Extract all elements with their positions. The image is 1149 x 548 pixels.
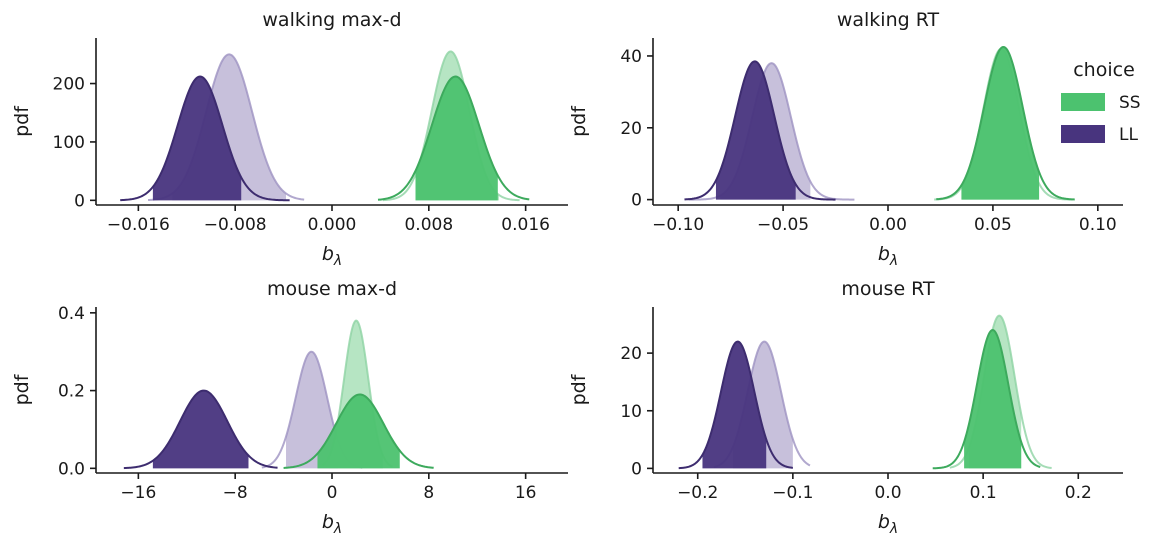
density-ll-1-line [684,60,836,201]
x-tick-label: 0.0 [874,483,901,503]
density-ll-0-line [120,75,290,202]
x-tick-label: 8 [423,483,434,503]
x-tick-label: −0.05 [757,215,809,235]
x-tick-label: −0.008 [204,215,267,235]
x-tick-label: 0.10 [1079,215,1117,235]
y-axis-label: pdf [11,373,33,405]
x-tick-label: 16 [515,483,537,503]
x-tick-label: 0.000 [308,215,357,235]
density-ll-1-fill [715,61,796,200]
y-tick-label: 0.4 [58,304,85,324]
density-ss-3-fill [964,330,1022,469]
legend-title: choice [1073,59,1135,81]
density-ss-2-line [283,393,434,469]
x-tick-label: 0.008 [404,215,453,235]
legend-label-ll: LL [1119,125,1138,145]
x-tick-label: 0.016 [501,215,550,235]
panel-3: −0.2 −0.1 0.0 0.1 0.2 0 10 20 mouse RT bλ pdf [568,278,1123,537]
density-ss-1-line [936,45,1075,201]
y-tick-label: 0.2 [58,382,85,402]
y-tick-label: 0.0 [58,459,85,479]
y-tick-label: 40 [620,47,642,67]
y-axis-label: pdf [11,105,33,137]
panels: −0.016 −0.008 0.000 0.008 0.0160100200walkin… [11,9,1123,537]
density-ss-1-fill [961,46,1040,200]
y-tick-label: 10 [620,402,642,422]
density-ll-2-line [123,389,278,470]
y-tick-label: 20 [620,344,642,364]
x-tick-label: −0.2 [677,483,718,503]
x-tick-label: 0.2 [1065,483,1092,503]
y-tick-label: 0 [631,191,642,211]
legend-swatch-ll [1061,125,1105,143]
panel-title: mouse max-d [267,278,397,300]
density-ll-light-2-fill [286,351,339,469]
y-tick-label: 0 [631,459,642,479]
density-ll-0-fill [152,76,242,201]
panel-title: mouse RT [841,278,935,300]
x-tick-label: −0.10 [652,215,704,235]
y-axis-label: pdf [568,373,590,405]
legend-label-ss: SS [1119,93,1141,113]
x-axis-label: bλ [878,243,898,269]
x-axis-label: bλ [322,243,342,269]
x-axis-label: bλ [878,511,898,537]
panel-2: −16 −8 0 8 16 0.0 0.2 0.4 mouse max-d bλ pdf [11,278,568,537]
density-ss-2-fill [317,394,400,469]
x-tick-label: −8 [223,483,248,503]
x-tick-label: 0.00 [869,215,907,235]
y-tick-label: 100 [53,133,85,153]
panel-1: −0.10 −0.05 0.00 0.05 0.10 0 20 40 walking RT bλ p… [568,9,1123,269]
y-tick-label: 20 [620,119,642,139]
legend: choice SS LL [1061,59,1141,145]
x-tick-label: 0 [327,483,338,503]
panel-0: −0.016 −0.008 0.000 0.008 0.016 0 100 200 walkin… [11,9,568,269]
x-tick-label: 0.1 [970,483,997,503]
density-ss-0-line [377,75,530,201]
panel-title: walking RT [837,9,940,31]
y-tick-label: 0 [74,191,85,211]
panel-title: walking max-d [262,9,401,31]
density-ll-3-line [678,340,793,470]
y-axis-label: pdf [568,105,590,137]
y-tick-label: 200 [53,75,85,95]
density-ss-3-line [932,329,1041,470]
x-axis-label: bλ [322,511,342,537]
x-tick-label: −16 [120,483,156,503]
x-tick-label: 0.05 [974,215,1012,235]
x-tick-label: −0.016 [107,215,170,235]
density-ll-2-fill [152,390,249,469]
legend-swatch-ss [1061,93,1105,111]
x-tick-label: −0.1 [772,483,813,503]
density-ss-0-fill [415,76,498,201]
